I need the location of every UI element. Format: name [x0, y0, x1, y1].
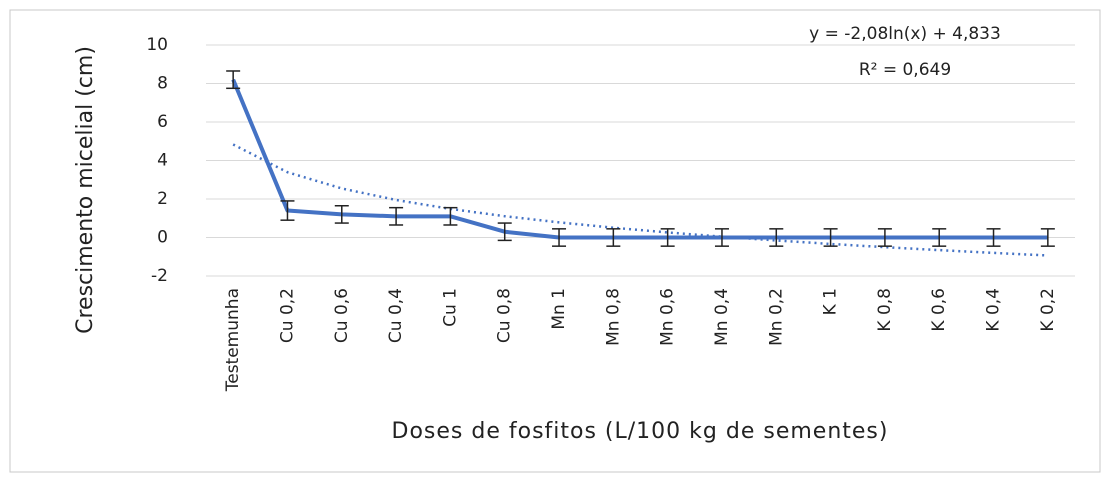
- error-bar: [497, 222, 512, 242]
- error-bar: [606, 228, 621, 247]
- error-bar: [823, 228, 838, 247]
- error-bar: [1040, 228, 1055, 247]
- y-tick-label: 4: [157, 151, 168, 171]
- x-tick-label: Cu 0,8: [495, 288, 515, 343]
- error-bar: [280, 200, 295, 221]
- x-tick-label: K 1: [821, 288, 841, 315]
- error-bar: [877, 228, 892, 247]
- y-tick-label: -2: [151, 266, 168, 286]
- y-tick-label: 2: [157, 189, 168, 209]
- x-tick-label: Testemunha: [223, 288, 243, 392]
- x-tick-label: Mn 0,6: [658, 288, 678, 346]
- x-tick-label: Cu 0,2: [277, 288, 297, 343]
- x-tick-label: Cu 0,6: [332, 288, 352, 343]
- y-axis-title: Crescimento micelial (cm): [73, 46, 98, 334]
- error-bar: [660, 228, 675, 247]
- error-bar: [552, 228, 567, 247]
- r-squared: R² = 0,649: [859, 60, 951, 80]
- x-tick-label: Mn 0,4: [712, 288, 732, 346]
- error-bar: [389, 206, 404, 226]
- trendline: [232, 143, 1048, 257]
- error-bar: [226, 70, 241, 90]
- y-tick-label: 10: [146, 35, 168, 55]
- error-bar: [334, 204, 349, 224]
- x-tick-label: Mn 0,2: [766, 288, 786, 346]
- x-tick-label: K 0,6: [929, 288, 949, 332]
- x-tick-label: Cu 1: [440, 288, 460, 327]
- error-bar: [769, 228, 784, 247]
- series-line: [231, 78, 1048, 240]
- x-tick-label: K 0,4: [984, 288, 1004, 332]
- trend-equation: y = -2,08ln(x) + 4,833: [809, 24, 1001, 44]
- x-tick-label: Mn 1: [549, 288, 569, 330]
- y-tick-label: 0: [157, 228, 168, 248]
- y-tick-label: 8: [157, 74, 168, 94]
- error-bar: [714, 228, 729, 247]
- y-tick-label: 6: [157, 112, 168, 132]
- x-tick-label: Mn 0,8: [603, 288, 623, 346]
- x-tick-label: K 0,2: [1038, 288, 1058, 332]
- error-bar: [986, 228, 1001, 247]
- x-tick-label: K 0,8: [875, 288, 895, 332]
- error-bar: [443, 206, 458, 226]
- x-axis-title: Doses de fosfitos (L/100 kg de sementes): [392, 419, 889, 444]
- chart-border: [9, 9, 1101, 473]
- x-tick-label: Cu 0,4: [386, 288, 406, 343]
- error-bar: [932, 228, 947, 247]
